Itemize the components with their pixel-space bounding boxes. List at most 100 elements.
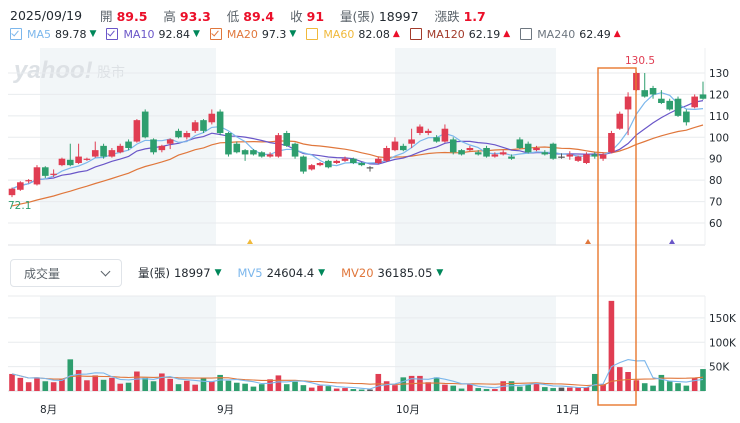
volume-bar (217, 374, 223, 391)
volume-bar (42, 381, 49, 391)
volume-bar (92, 375, 99, 391)
max-price-label: 130.5 (625, 55, 655, 67)
ma-toggle-ma10[interactable]: MA10 92.84 ▼ (106, 27, 200, 41)
volume-bar (59, 378, 65, 391)
ma20-line (11, 124, 704, 207)
volume-bar (333, 388, 340, 391)
volume-bar (192, 384, 198, 391)
candle (191, 122, 199, 131)
candle (125, 141, 132, 148)
ma-label: MA10 (123, 27, 155, 41)
checkbox-checked-icon[interactable] (106, 28, 119, 40)
volume-bar (683, 385, 690, 391)
indicator-dropdown[interactable]: 成交量 (10, 259, 122, 287)
volume-bar (75, 370, 82, 391)
candle (591, 154, 599, 157)
candle (241, 150, 249, 155)
trend-up-icon: ▲ (392, 29, 400, 39)
ma-toggle-ma20[interactable]: MA20 97.3 ▼ (209, 28, 296, 41)
candle (200, 120, 207, 131)
volume-legend-mv5: MV5 24604.4 ▼ (237, 266, 326, 280)
candle (524, 143, 532, 153)
volume-bar (300, 385, 307, 391)
volume-bar (533, 383, 540, 391)
trend-down-icon: ▼ (436, 268, 444, 278)
ma-value: 82.08 (358, 27, 390, 41)
candle (141, 111, 149, 138)
candle (649, 88, 657, 95)
candle (658, 98, 665, 103)
ma-toggle-ma60[interactable]: MA60 82.08 ▲ (306, 27, 400, 41)
candle (291, 143, 299, 157)
candle (366, 167, 374, 169)
candle (316, 163, 324, 166)
checkbox-empty-icon[interactable] (409, 28, 422, 40)
checkbox-empty-icon[interactable] (520, 28, 533, 40)
candle (683, 111, 690, 123)
price-axis-tick: 80 (709, 175, 722, 187)
volume-bar (275, 375, 282, 391)
volume-bar (200, 377, 207, 391)
volume-bar (209, 381, 215, 391)
volume-bar (167, 378, 173, 391)
ma-label: MA120 (426, 27, 465, 41)
volume-bar (625, 372, 631, 391)
volume-bar (342, 388, 348, 391)
checkbox-checked-icon[interactable] (10, 28, 22, 40)
volume-bar (117, 383, 124, 391)
volume-legend-vol: 量(張) 18997 ▼ (138, 266, 222, 280)
candle (358, 163, 365, 166)
ma-toggle-ma240[interactable]: MA240 62.49 ▲ (520, 27, 621, 41)
ma-label: MA5 (27, 27, 52, 41)
candle (216, 111, 224, 133)
low-field: 低 89.4 (226, 8, 275, 24)
volume-bar (467, 384, 473, 391)
ma-toggle-ma120[interactable]: MA120 62.19 ▲ (409, 27, 510, 41)
price-axis-tick: 60 (709, 218, 722, 230)
volume-bar (150, 381, 157, 391)
volume-bar (583, 387, 590, 391)
x-axis-month-label: 8月 (40, 404, 57, 416)
candle (133, 120, 141, 142)
ma-value: 62.19 (468, 27, 501, 41)
volume-bar (483, 389, 490, 391)
price-axis-tick: 100 (709, 132, 729, 144)
candle (233, 143, 241, 153)
candle (674, 98, 682, 116)
volume-bar (34, 377, 40, 391)
candle (275, 135, 282, 157)
candle (258, 152, 266, 157)
quote-summary: 2025/09/19 開 89.5 高 93.3 低 89.4 收 91 量(張) 189… (10, 6, 502, 24)
volume-bar (375, 373, 382, 391)
candle (516, 139, 524, 148)
candle (91, 150, 99, 157)
candle (83, 158, 91, 160)
candle (166, 139, 174, 144)
volume-bar (691, 377, 698, 391)
checkbox-checked-icon[interactable] (209, 28, 222, 40)
volume-bar (575, 387, 581, 391)
volume-bar (600, 384, 606, 391)
volume-bar (675, 383, 681, 391)
candle (333, 160, 340, 163)
checkbox-empty-icon[interactable] (306, 28, 319, 40)
candle (558, 156, 565, 158)
volume-bar (100, 379, 107, 391)
ma-label: MA240 (537, 27, 576, 41)
mv20-line (11, 373, 704, 387)
trend-down-icon: ▼ (192, 29, 200, 39)
volume-bar (184, 380, 190, 391)
candle (499, 152, 507, 155)
candle (691, 96, 698, 108)
ma-toggle-ma5[interactable]: MA5 89.78 ▼ (10, 28, 96, 41)
volume-bar (242, 383, 248, 391)
candle (449, 139, 457, 153)
volume-bar (550, 388, 556, 391)
volume-bar (658, 374, 665, 391)
ma-legend: MA5 89.78 ▼ MA10 92.84 ▼ MA20 97.3 ▼ MA60 82.08 ▲ MA… (10, 26, 631, 42)
candle (108, 150, 116, 157)
candle (616, 113, 624, 129)
volume-bar (50, 382, 57, 391)
volume-bar (641, 383, 648, 391)
